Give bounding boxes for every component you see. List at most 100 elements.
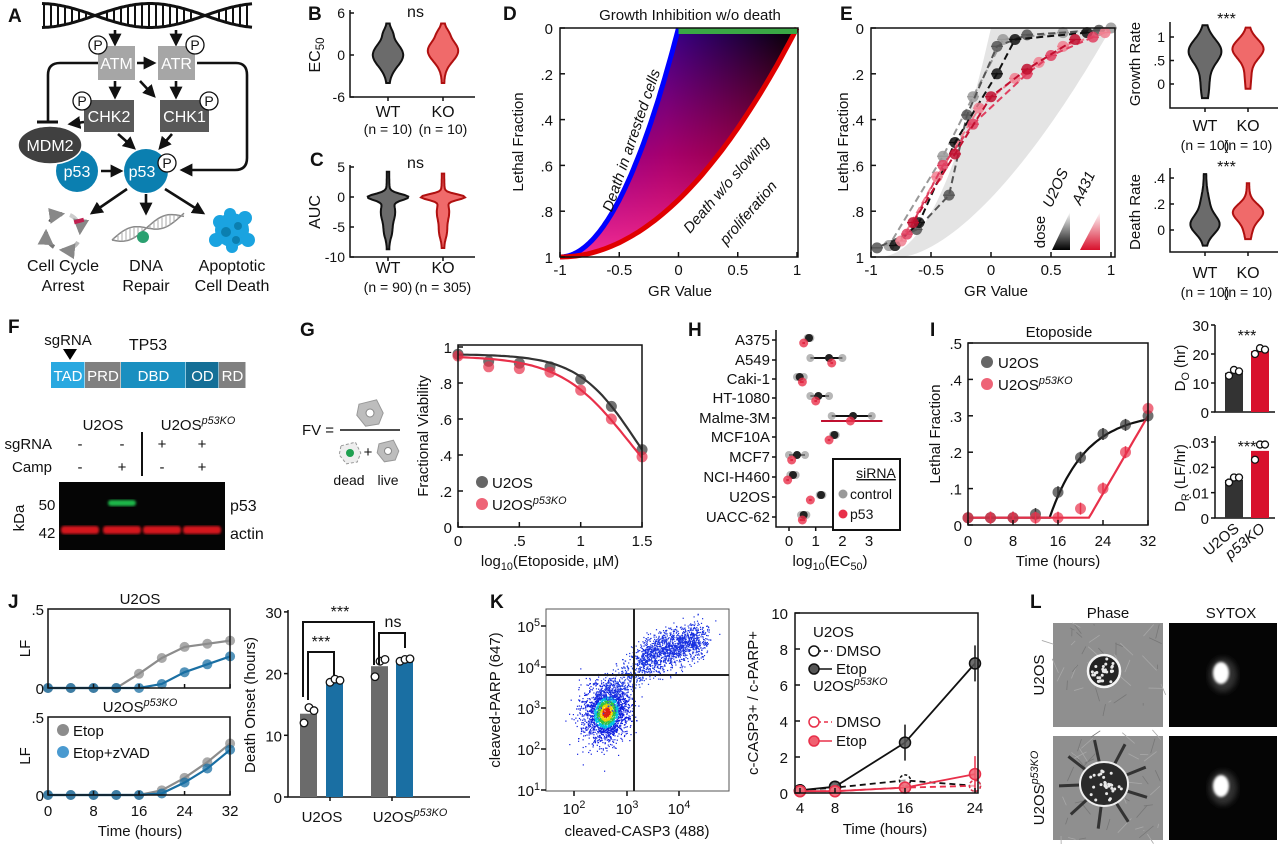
flow-event — [670, 669, 672, 671]
plus-sign: + — [364, 444, 373, 461]
flow-event — [617, 681, 619, 683]
flow-event — [617, 690, 619, 692]
flow-event — [613, 732, 615, 734]
replicate-point — [1234, 367, 1244, 376]
flow-event — [583, 724, 585, 726]
flow-event — [622, 696, 624, 698]
panel-letter: H — [688, 320, 702, 341]
flow-event — [647, 683, 650, 685]
flow-event — [671, 651, 674, 654]
data-point — [1099, 27, 1111, 39]
flow-event — [663, 648, 665, 650]
flow-event — [593, 692, 595, 694]
flow-event — [596, 714, 599, 716]
flow-event — [596, 737, 598, 739]
flow-event — [698, 642, 700, 644]
flow-event — [602, 716, 604, 718]
domain-label: DBD — [138, 368, 170, 385]
flow-event — [683, 631, 685, 633]
flow-event — [603, 684, 605, 686]
flow-event — [671, 651, 673, 653]
flow-event — [604, 673, 606, 675]
flow-event — [612, 721, 614, 723]
flow-event — [673, 644, 675, 646]
flow-event — [618, 697, 620, 699]
flow-event — [655, 649, 657, 651]
p53-mean — [787, 455, 797, 465]
flow-event — [603, 712, 605, 714]
flow-event — [601, 732, 603, 734]
flow-event — [682, 647, 684, 649]
flow-event — [625, 711, 627, 713]
flow-event — [622, 670, 624, 672]
flow-event — [594, 727, 596, 729]
apoptotic-body-icon — [221, 227, 231, 237]
flow-event — [697, 661, 699, 663]
flow-event — [617, 710, 619, 712]
flow-event — [639, 679, 641, 681]
flow-event — [612, 728, 614, 730]
flow-event — [607, 723, 609, 725]
y-tick-label: .6 — [540, 158, 553, 175]
flow-event — [613, 711, 615, 713]
flow-event — [693, 651, 695, 653]
flow-event — [702, 636, 704, 638]
flow-event — [600, 712, 602, 714]
data-point — [985, 512, 996, 524]
flow-event — [610, 705, 612, 707]
data-point — [1097, 428, 1109, 440]
flow-event — [623, 666, 625, 668]
flow-event — [635, 673, 637, 675]
flow-event — [605, 732, 607, 734]
chromatin-speckle — [1109, 771, 1113, 775]
flow-event — [624, 719, 626, 721]
flow-event — [695, 628, 697, 630]
flow-event — [621, 716, 623, 719]
flow-event — [690, 656, 692, 658]
legend-marker — [808, 716, 820, 728]
flow-event — [648, 669, 650, 671]
axis — [1169, 22, 1278, 109]
flow-event — [606, 729, 608, 731]
y-tick-label: .4 — [851, 113, 864, 130]
flow-event — [618, 754, 620, 756]
flow-event — [622, 676, 624, 678]
flow-event — [592, 729, 594, 731]
flow-event — [612, 705, 614, 707]
flow-event — [653, 668, 655, 671]
flow-event — [605, 698, 607, 700]
phase-texture — [1152, 729, 1162, 740]
flow-event — [629, 716, 631, 718]
flow-event — [614, 727, 616, 729]
flow-event — [606, 702, 608, 705]
actin-band — [183, 526, 221, 534]
flow-event — [591, 705, 594, 707]
flow-event — [600, 727, 602, 729]
dose-gradient-a431-icon — [1080, 212, 1100, 250]
flow-event — [612, 739, 614, 741]
flow-event — [617, 683, 619, 685]
phospho-icon — [72, 91, 92, 111]
legend-label: DMSO — [836, 714, 881, 731]
flow-event — [652, 660, 654, 662]
phase-texture — [1081, 803, 1091, 815]
flow-event — [622, 693, 624, 695]
flow-event — [705, 643, 707, 645]
flow-event — [682, 649, 684, 652]
flow-event — [658, 648, 660, 650]
flow-event — [687, 637, 689, 639]
flow-event — [665, 631, 667, 633]
flow-event — [675, 632, 677, 634]
series-line — [799, 662, 976, 792]
flow-event — [656, 665, 659, 668]
flow-event — [592, 720, 594, 722]
flow-event — [623, 688, 625, 690]
flow-event — [612, 708, 614, 710]
p53-mean — [811, 396, 821, 406]
flow-event — [693, 656, 695, 659]
flow-event — [690, 636, 692, 639]
flow-event — [650, 665, 652, 667]
flow-event — [582, 722, 584, 724]
flow-event — [638, 684, 640, 686]
flow-event — [630, 694, 632, 696]
